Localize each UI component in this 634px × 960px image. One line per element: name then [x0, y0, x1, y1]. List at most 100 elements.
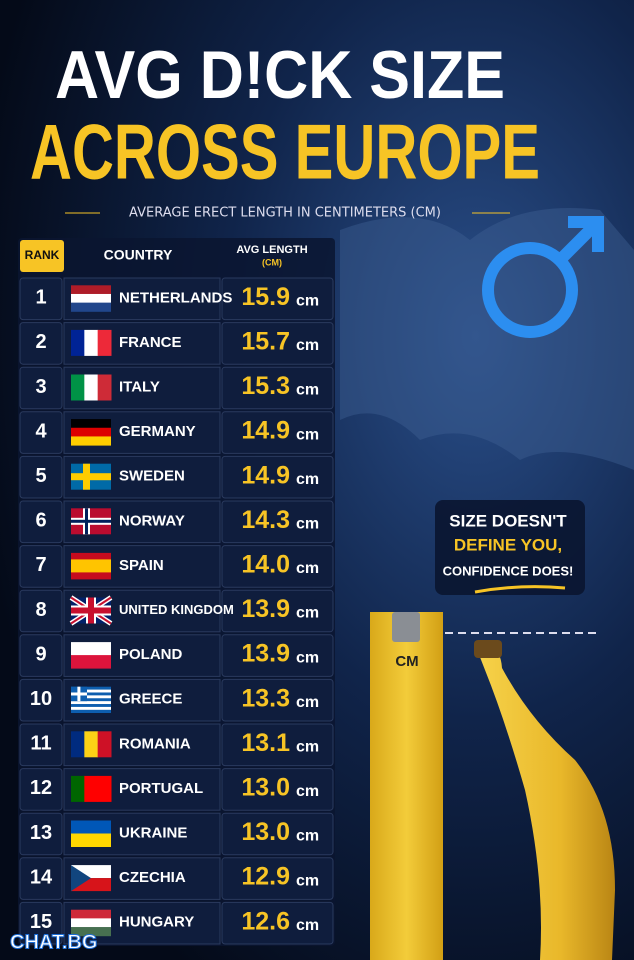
flag-part	[71, 692, 111, 696]
flag-part	[97, 731, 112, 758]
rank-cell	[19, 768, 63, 811]
table-row: 8 UNITED KINGDOM 13.9 cm	[19, 589, 334, 633]
flag	[71, 508, 111, 535]
unit: cm	[296, 828, 319, 845]
unit: cm	[296, 872, 319, 889]
unit: cm	[296, 739, 319, 756]
title-line2: ACROSS EUROPE	[30, 108, 540, 196]
subtitle: AVERAGE ERECT LENGTH IN CENTIMETERS (CM)	[129, 206, 441, 221]
rank-cell	[19, 500, 63, 544]
flag-part	[71, 419, 111, 429]
flag-part	[71, 909, 111, 919]
rank: 15	[30, 911, 52, 933]
flag-part	[71, 329, 85, 356]
length-cell	[221, 366, 334, 410]
table-row: 4 GERMANY 14.9 cm	[19, 411, 334, 454]
flag	[71, 909, 111, 937]
rank-cell	[19, 723, 63, 767]
column-header: COUNTRY	[104, 247, 173, 263]
banana	[478, 648, 615, 960]
rank: 4	[35, 420, 47, 442]
flag-part	[84, 374, 99, 401]
flag-part	[97, 775, 112, 802]
unit: cm	[296, 917, 319, 934]
unit: cm	[296, 471, 319, 488]
unit: cm	[296, 337, 319, 354]
flag-part	[71, 689, 111, 693]
table-row: 12 PORTUGAL 13.0 cm	[19, 768, 334, 811]
flag-part	[71, 706, 111, 711]
flag	[71, 552, 111, 580]
flag-part	[97, 329, 112, 356]
callout-line: SIZE DOESN'T	[449, 511, 567, 530]
column-header: RANK	[25, 248, 60, 262]
flag-part	[71, 436, 111, 446]
table-row: 3 ITALY 15.3 cm	[19, 366, 334, 410]
flag-part	[71, 704, 111, 708]
country: ROMANIA	[119, 735, 191, 752]
flag-part	[84, 775, 99, 802]
length: 12.6	[241, 907, 290, 935]
callout: SIZE DOESN'T DEFINE YOU, CONFIDENCE DOES…	[435, 500, 585, 595]
male-symbol	[482, 216, 604, 338]
length: 13.0	[241, 818, 290, 846]
country: GREECE	[119, 691, 182, 708]
table-row: 5 SWEDEN 14.9 cm	[19, 455, 334, 499]
rank: 10	[30, 688, 52, 710]
rank: 8	[35, 599, 46, 621]
rank-cell	[19, 634, 63, 677]
banana-stem	[474, 640, 502, 658]
length-cell	[221, 277, 334, 321]
country: GERMANY	[119, 423, 196, 440]
flag	[71, 463, 111, 490]
rank-cell	[19, 857, 63, 900]
length: 14.0	[241, 551, 290, 579]
flag	[71, 686, 111, 713]
flag	[71, 820, 111, 847]
length-cell	[221, 901, 334, 945]
flag-part	[71, 833, 111, 847]
country: POLAND	[119, 646, 183, 663]
length-cell	[221, 768, 334, 811]
length-cell	[221, 411, 334, 454]
column-header-unit: (CM)	[262, 257, 282, 267]
country: NORWAY	[119, 512, 185, 529]
length: 14.9	[241, 417, 290, 445]
unit: cm	[296, 649, 319, 666]
table-row: 15 HUNGARY 12.6 cm	[19, 901, 334, 945]
table-row: 9 POLAND 13.9 cm	[19, 634, 334, 677]
ruler: CM	[370, 612, 443, 960]
country: SPAIN	[119, 557, 164, 574]
flag-part	[71, 559, 111, 567]
length-cell	[221, 723, 334, 767]
unit: cm	[296, 516, 319, 533]
unit: cm	[296, 382, 319, 399]
unit: cm	[296, 694, 319, 711]
length: 13.9	[241, 640, 290, 668]
table-row: 13 UKRAINE 13.0 cm	[19, 812, 334, 856]
country: FRANCE	[119, 334, 182, 351]
length: 13.3	[241, 684, 290, 712]
callout-line: CONFIDENCE DOES!	[443, 563, 574, 578]
country: UKRAINE	[119, 824, 187, 841]
length: 13.9	[241, 595, 290, 623]
flag-part	[71, 374, 85, 401]
rank-cell	[19, 366, 63, 410]
rank: 12	[30, 777, 52, 799]
rank: 3	[35, 376, 46, 398]
rank: 5	[35, 465, 46, 487]
watermark: CHAT.BG	[10, 931, 97, 953]
length: 13.0	[241, 774, 290, 802]
length: 15.3	[241, 372, 290, 400]
flag	[71, 419, 111, 446]
flag-part	[71, 698, 111, 702]
rank: 2	[35, 331, 46, 353]
ruler-unit: CM	[395, 653, 418, 670]
rank-cell	[19, 411, 63, 454]
country: PORTUGAL	[119, 780, 203, 797]
country: NETHERLANDS	[119, 289, 232, 306]
flag-part	[71, 473, 111, 481]
flag-part	[71, 655, 111, 669]
flag	[71, 865, 111, 892]
rank-cell	[19, 678, 63, 722]
